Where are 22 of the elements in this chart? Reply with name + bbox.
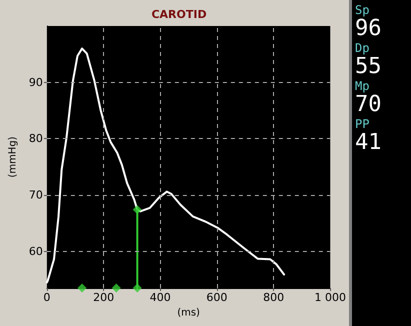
data-label: 41 [355,130,382,155]
y-axis-title: (mmHg) [8,136,18,178]
x-tick-label: 200 [93,291,114,304]
x-tick-label: 1 000 [314,291,346,304]
category-label: PP [355,117,370,131]
category-label: Mp [355,79,370,93]
y-tick-label: 80 [28,132,43,146]
category-label: Dp [355,41,370,55]
x-axis-title: (ms) [177,307,200,318]
x-tick-label: 400 [150,291,171,304]
x-tick-label: 800 [263,291,284,304]
x-tick-label: 600 [206,291,228,304]
line-series [46,48,286,284]
data-label: 55 [355,54,382,79]
chart-title: CAROTID [151,8,207,21]
y-tick-label: 90 [28,76,43,89]
data-label: 96 [355,16,382,41]
y-tick-label: 70 [28,188,43,202]
category-label: Sp [355,3,370,17]
data-label: 70 [355,92,382,117]
x-tick-label: 0 [43,291,50,304]
y-tick-label: 60 [28,244,43,258]
